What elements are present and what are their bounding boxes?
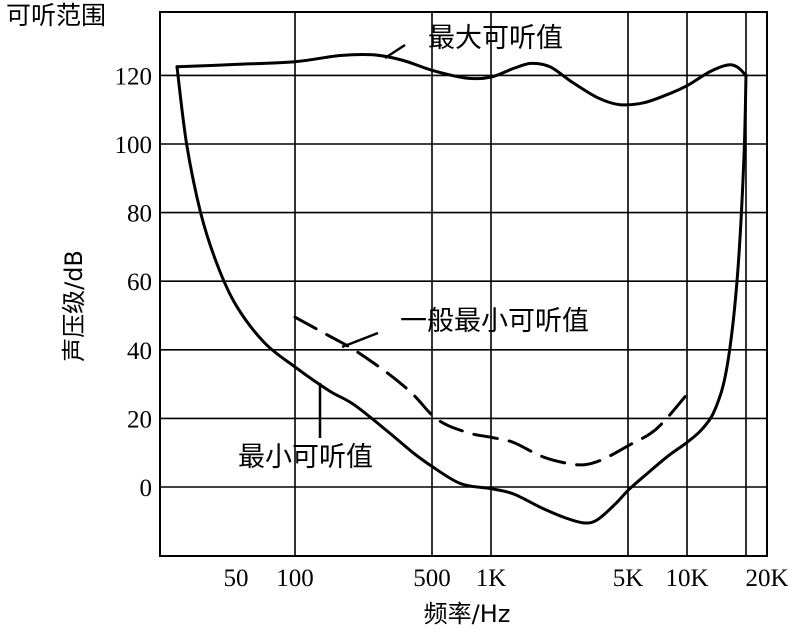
y-tick-label: 120 [115,63,153,90]
y-tick-label: 100 [115,132,153,159]
x-tick-label: 5K [613,565,644,592]
x-tick-label: 100 [276,565,314,592]
annotation-max-audible-leader [384,43,406,60]
annotation-max-audible: 最大可听值 [428,23,563,54]
y-tick-label: 40 [127,338,152,365]
x-tick-label: 50 [223,565,248,592]
y-axis-label: 声压级/dB [60,250,88,362]
annotation-min-audible: 最小可听值 [238,442,373,473]
tick-layer: 120 100 80 60 40 20 0 50 100 500 1K 5K 10K 20K [115,63,788,592]
grid-layer [160,12,767,556]
typical-min-audible-curve [293,315,689,467]
x-tick-label: 1K [476,565,507,592]
y-tick-label: 80 [127,201,152,228]
y-tick-label: 20 [127,406,152,433]
series-layer [175,52,748,525]
x-tick-label: 10K [665,565,708,592]
x-axis-label: 频率/Hz [424,600,511,628]
chart-title: 可听范围 [6,1,106,30]
max-audible-curve [175,52,748,107]
min-audible-curve [175,65,748,525]
x-tick-label: 500 [413,565,451,592]
annotation-typical-min-audible-leader [341,331,379,349]
x-tick-label: 20K [745,565,788,592]
y-tick-label: 0 [140,475,153,502]
annotation-typical-min-audible: 一般最小可听值 [400,306,589,337]
y-tick-label: 60 [127,269,152,296]
plot-frame [159,11,768,557]
